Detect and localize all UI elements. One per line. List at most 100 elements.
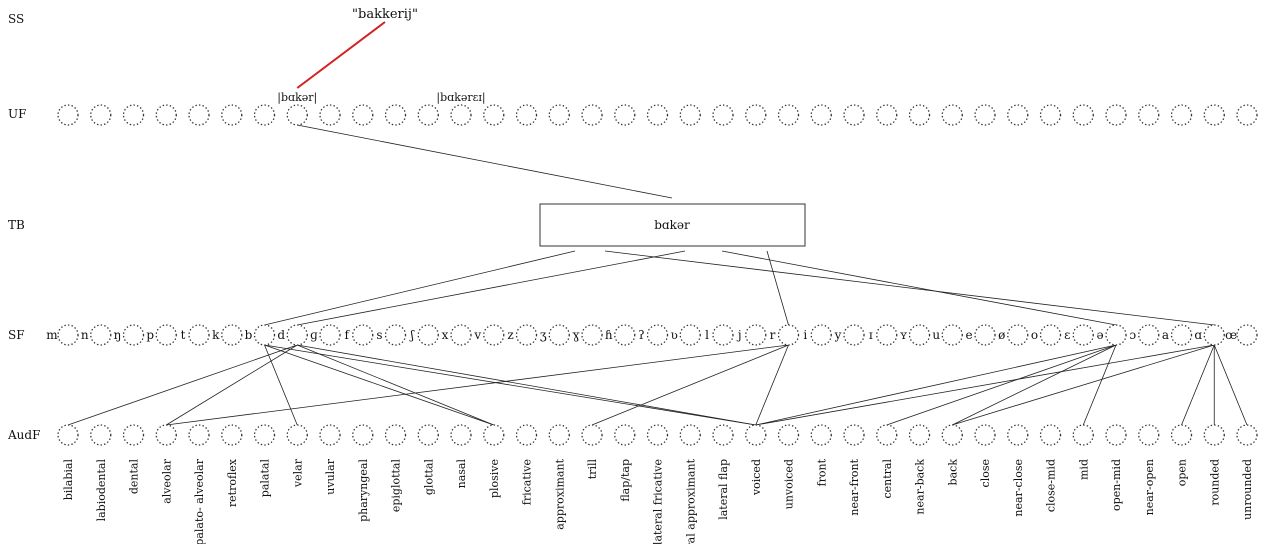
sf-segment-label: s bbox=[376, 328, 382, 342]
sf-node bbox=[941, 324, 963, 346]
sf-node bbox=[843, 324, 865, 346]
connection-lines bbox=[67, 124, 1248, 426]
connection-line bbox=[297, 344, 756, 426]
uf-node bbox=[1007, 104, 1029, 126]
row-label-tb: TB bbox=[8, 218, 25, 232]
sf-node bbox=[974, 324, 996, 346]
audf-feature-label: pharyngeal bbox=[357, 459, 370, 522]
uf-node bbox=[286, 104, 308, 126]
sf-segment-label: a bbox=[1162, 328, 1169, 342]
audf-feature-label: front bbox=[815, 458, 828, 486]
uf-node bbox=[417, 104, 439, 126]
audf-node bbox=[745, 424, 767, 446]
sf-segment-label: ŋ bbox=[114, 328, 122, 342]
audf-feature-label: trill bbox=[586, 459, 599, 480]
audf-feature-label: open bbox=[1176, 459, 1189, 486]
sf-node bbox=[483, 324, 505, 346]
uf-labels: |bɑkər| |bɑkərɛɪ| bbox=[277, 91, 485, 105]
sf-node bbox=[581, 324, 603, 346]
sf-segment-label: ʒ bbox=[540, 328, 547, 342]
connection-line bbox=[755, 344, 789, 426]
tb-text: bɑkər bbox=[654, 218, 690, 232]
audf-node bbox=[221, 424, 243, 446]
surface-string: "bakkerij" bbox=[352, 7, 418, 22]
audf-node bbox=[614, 424, 636, 446]
connection-line bbox=[952, 344, 1117, 426]
sf-segment-label: u bbox=[932, 328, 940, 342]
sf-node bbox=[1203, 324, 1225, 346]
sf-node bbox=[1072, 324, 1094, 346]
audf-feature-label: near-open bbox=[1143, 459, 1156, 515]
audf-feature-labels: bilabial labiodental dental alveolar palato-… bbox=[62, 458, 1254, 544]
audf-feature-label: plosive bbox=[488, 459, 501, 498]
row-label-audf: AudF bbox=[7, 428, 40, 442]
audf-node-row bbox=[57, 424, 1258, 446]
sf-segment-label: y bbox=[834, 328, 842, 342]
audf-node bbox=[581, 424, 603, 446]
connection-line bbox=[604, 250, 1215, 326]
sf-node bbox=[712, 324, 734, 346]
audf-feature-label: mid bbox=[1077, 459, 1090, 480]
uf-node bbox=[57, 104, 79, 126]
audf-node bbox=[777, 424, 800, 446]
audf-node bbox=[1105, 424, 1127, 446]
sf-node bbox=[319, 324, 341, 346]
connection-line bbox=[755, 344, 1117, 426]
audf-feature-label: retroflex bbox=[226, 458, 239, 507]
sf-segment-label: m bbox=[46, 328, 58, 342]
audf-node bbox=[155, 424, 177, 446]
sf-segment-label: ɪ bbox=[869, 328, 873, 342]
sf-node bbox=[1105, 324, 1127, 346]
uf-node bbox=[515, 104, 538, 126]
connection-line bbox=[952, 344, 1215, 426]
sf-node bbox=[515, 324, 538, 346]
audf-feature-label: dental bbox=[128, 459, 141, 495]
sf-node bbox=[417, 324, 439, 346]
connection-line bbox=[264, 344, 298, 426]
connection-line bbox=[166, 344, 789, 426]
audf-feature-label: fricative bbox=[521, 459, 534, 505]
audf-node bbox=[548, 424, 570, 446]
sf-node bbox=[1236, 324, 1258, 346]
connection-line bbox=[755, 344, 1215, 426]
uf-node bbox=[221, 104, 243, 126]
sf-node bbox=[352, 324, 374, 346]
audf-node bbox=[1203, 424, 1225, 446]
audf-node bbox=[286, 424, 308, 446]
audf-node bbox=[941, 424, 963, 446]
uf-node bbox=[1039, 104, 1062, 126]
sf-segment-label: k bbox=[212, 328, 220, 342]
audf-feature-label: back bbox=[946, 459, 959, 486]
sf-node bbox=[155, 324, 177, 346]
connection-line bbox=[766, 250, 789, 326]
connection-line bbox=[297, 250, 686, 326]
connection-line bbox=[1213, 344, 1248, 426]
sf-segment-label: i bbox=[803, 328, 807, 342]
uf-label: |bɑkərɛɪ| bbox=[436, 91, 485, 105]
connection-line bbox=[591, 344, 789, 426]
audf-feature-label: nasal bbox=[455, 459, 468, 489]
sf-segment-label: ɑ bbox=[1194, 328, 1202, 342]
audf-node bbox=[1170, 424, 1193, 446]
uf-node bbox=[646, 104, 669, 126]
uf-node bbox=[188, 104, 210, 126]
sf-node bbox=[745, 324, 767, 346]
sf-node bbox=[122, 324, 145, 346]
audf-node bbox=[57, 424, 79, 446]
sf-segment-label: ɔ bbox=[1129, 328, 1136, 342]
audf-feature-label: velar bbox=[291, 458, 304, 488]
sf-node bbox=[777, 324, 800, 346]
audf-feature-label: central bbox=[881, 459, 894, 499]
connection-line bbox=[264, 344, 494, 426]
audf-node bbox=[1236, 424, 1258, 446]
audf-feature-label: close bbox=[979, 459, 992, 487]
audf-feature-label: near-front bbox=[848, 458, 861, 515]
row-label-sf: SF bbox=[8, 328, 25, 342]
sf-segment-label: ɡ bbox=[310, 328, 318, 342]
audf-feature-label: bilabial bbox=[62, 459, 75, 501]
audf-feature-label: uvular bbox=[324, 458, 337, 494]
audf-node bbox=[417, 424, 439, 446]
sf-segment-label: ə bbox=[1096, 328, 1103, 342]
sf-node bbox=[1138, 324, 1160, 346]
